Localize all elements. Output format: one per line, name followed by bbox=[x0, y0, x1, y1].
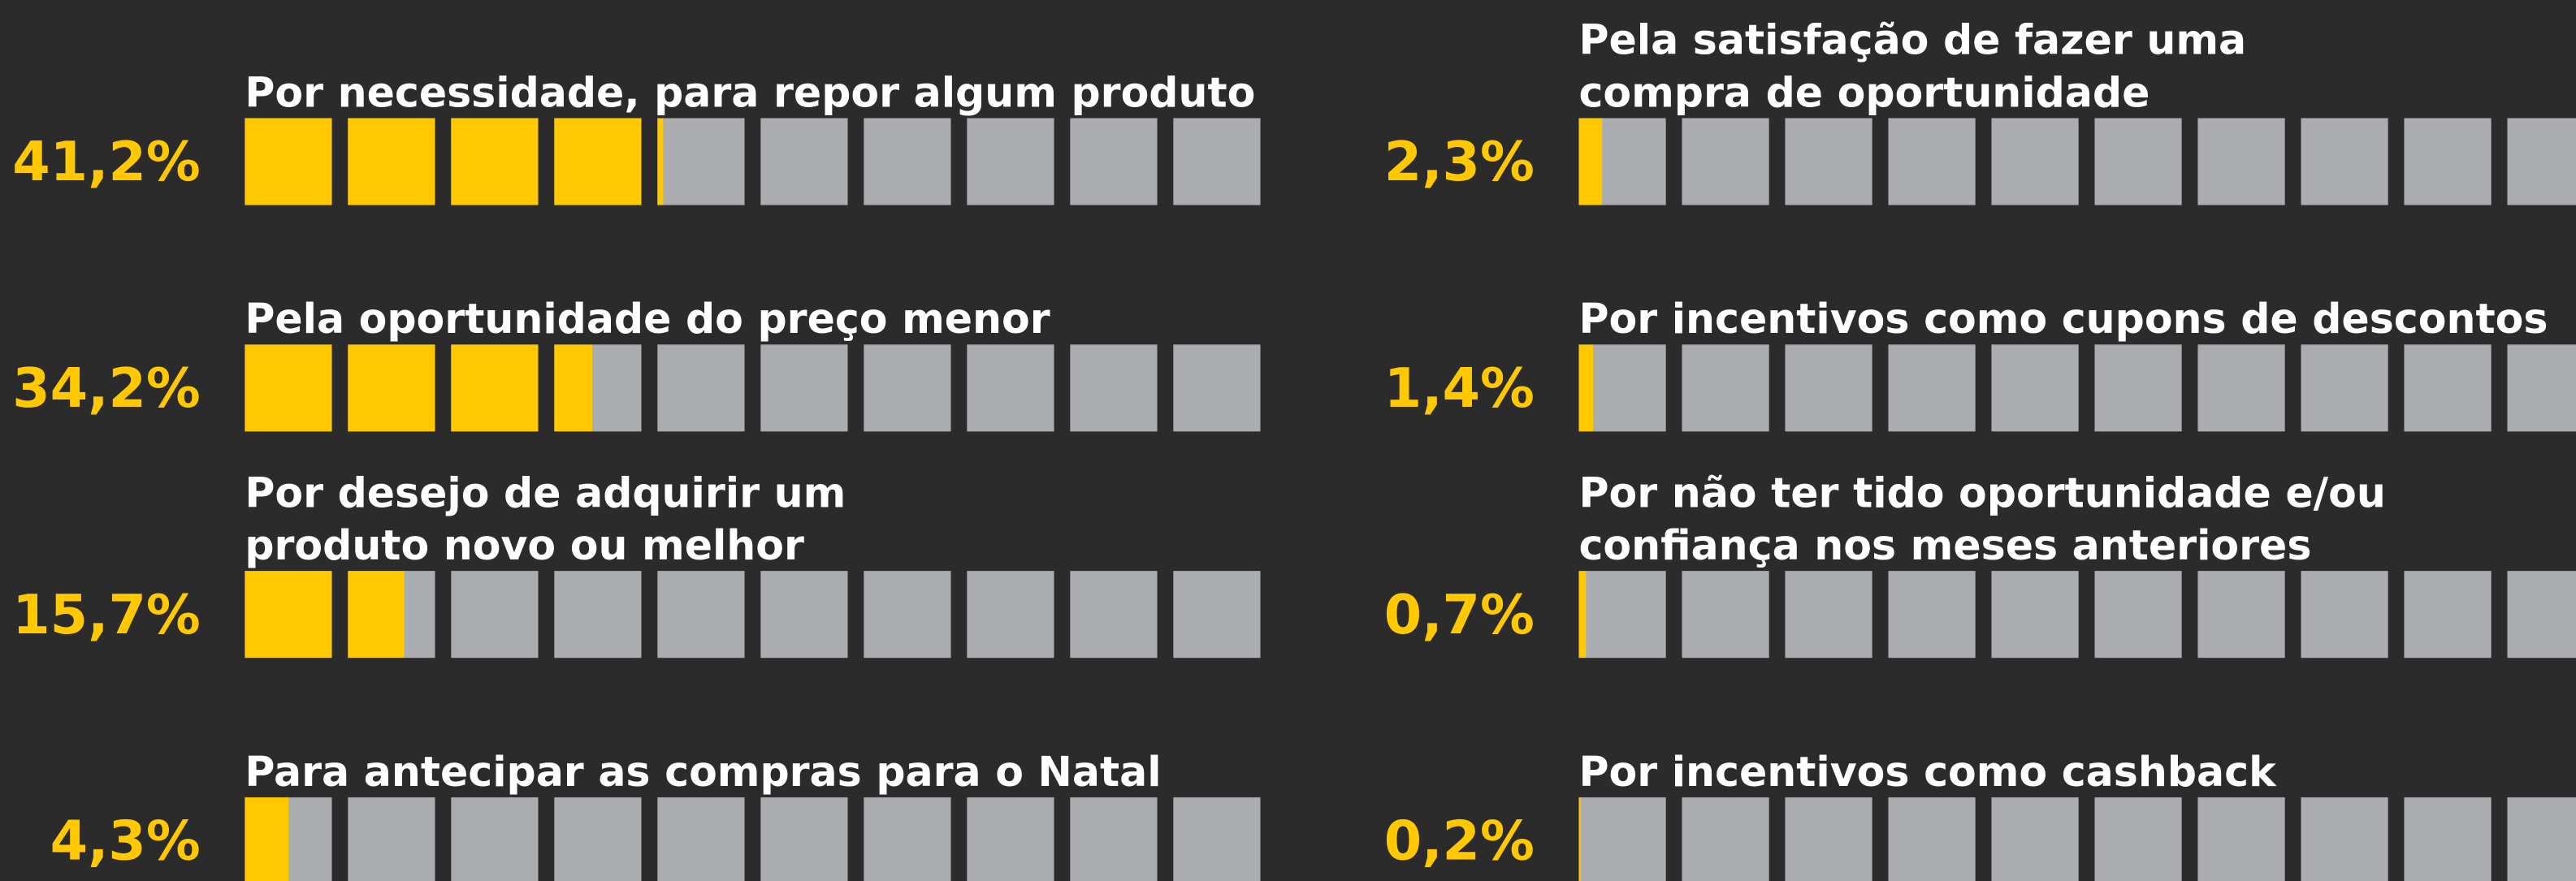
track-block bbox=[2094, 344, 2182, 432]
category-label: Por incentivos como cashback bbox=[1578, 748, 2277, 796]
bar bbox=[1578, 797, 1581, 881]
value-label: 1,4% bbox=[1384, 356, 1535, 420]
bar bbox=[245, 118, 664, 205]
track-block bbox=[2094, 571, 2182, 659]
track-block bbox=[2507, 344, 2576, 432]
track-block bbox=[554, 797, 642, 881]
track-block bbox=[1991, 344, 2079, 432]
track-block bbox=[1173, 571, 1261, 659]
track-block bbox=[1070, 118, 1158, 205]
track-block bbox=[864, 797, 951, 881]
track-block bbox=[2301, 571, 2388, 659]
value-label: 15,7% bbox=[12, 583, 200, 646]
track-block bbox=[2094, 797, 2182, 881]
category-label: Por desejo de adquirir um bbox=[245, 469, 846, 516]
bar bbox=[245, 571, 405, 659]
track-block bbox=[1888, 571, 1976, 659]
track-block bbox=[1578, 797, 1666, 881]
track-block bbox=[760, 571, 848, 659]
track-block bbox=[1991, 118, 2079, 205]
bar bbox=[1578, 344, 1593, 432]
track-block bbox=[1888, 118, 1976, 205]
category-label: Para antecipar as compras para o Natal bbox=[245, 748, 1161, 796]
track-block bbox=[1578, 571, 1666, 659]
category-label: Por necessidade, para repor algum produt… bbox=[245, 68, 1255, 116]
track-block bbox=[1785, 118, 1872, 205]
track-block bbox=[451, 571, 539, 659]
category-label: confiança nos meses anteriores bbox=[1578, 521, 2311, 569]
bar bbox=[1578, 571, 1587, 659]
track-block bbox=[2507, 797, 2576, 881]
category-label: Por não ter tido oportunidade e/ou bbox=[1578, 469, 2385, 516]
track-block bbox=[2301, 118, 2388, 205]
track-block bbox=[1070, 344, 1158, 432]
track-block bbox=[2404, 344, 2492, 432]
track-block bbox=[967, 797, 1054, 881]
track-block bbox=[2404, 571, 2492, 659]
track-block bbox=[451, 797, 539, 881]
track-block bbox=[1888, 797, 1976, 881]
track-block bbox=[1991, 797, 2079, 881]
value-label: 34,2% bbox=[12, 356, 200, 420]
value-label: 4,3% bbox=[50, 810, 201, 873]
track-block bbox=[1785, 797, 1872, 881]
track-block bbox=[2301, 797, 2388, 881]
track-block bbox=[2301, 344, 2388, 432]
track-block bbox=[1785, 571, 1872, 659]
track-block bbox=[657, 344, 745, 432]
track-block bbox=[1682, 118, 1769, 205]
category-label: Pela oportunidade do preço menor bbox=[245, 295, 1050, 343]
bar bbox=[245, 797, 289, 881]
track-block bbox=[1991, 571, 2079, 659]
track-block bbox=[1173, 344, 1261, 432]
track-block bbox=[967, 118, 1054, 205]
track-block bbox=[2197, 797, 2285, 881]
category-label: Pela satisfação de fazer uma bbox=[1578, 16, 2246, 64]
bar bbox=[1578, 118, 1603, 205]
track-block bbox=[967, 344, 1054, 432]
track-block bbox=[864, 571, 951, 659]
track-block bbox=[1070, 571, 1158, 659]
category-label: compra de oportunidade bbox=[1578, 68, 2150, 116]
track-block bbox=[2197, 571, 2285, 659]
track-block bbox=[2197, 344, 2285, 432]
track-block bbox=[2404, 118, 2492, 205]
category-label: Por incentivos como cupons de descontos bbox=[1578, 295, 2548, 343]
track-block bbox=[864, 118, 951, 205]
track-block bbox=[657, 797, 745, 881]
track-block bbox=[2507, 571, 2576, 659]
track-block bbox=[657, 571, 745, 659]
category-label: produto novo ou melhor bbox=[245, 521, 804, 569]
track-block bbox=[1682, 571, 1769, 659]
track-block bbox=[1173, 797, 1261, 881]
track-block bbox=[1682, 797, 1769, 881]
track-block bbox=[967, 571, 1054, 659]
value-label: 0,2% bbox=[1384, 810, 1535, 873]
track-block bbox=[2094, 118, 2182, 205]
track-block bbox=[2507, 118, 2576, 205]
track-block bbox=[554, 571, 642, 659]
track-block bbox=[1173, 118, 1261, 205]
track-block bbox=[1578, 344, 1666, 432]
track-block bbox=[864, 344, 951, 432]
value-label: 41,2% bbox=[12, 130, 200, 193]
track-block bbox=[760, 797, 848, 881]
track-block bbox=[1888, 344, 1976, 432]
value-label: 0,7% bbox=[1384, 583, 1535, 646]
track-block bbox=[1070, 797, 1158, 881]
track-block bbox=[1682, 344, 1769, 432]
track-block bbox=[2197, 118, 2285, 205]
track-block bbox=[657, 118, 745, 205]
track-block bbox=[760, 118, 848, 205]
bar bbox=[245, 344, 592, 432]
track-block bbox=[1785, 344, 1872, 432]
value-label: 2,3% bbox=[1384, 130, 1535, 193]
track-block bbox=[760, 344, 848, 432]
track-block bbox=[348, 797, 435, 881]
track-block bbox=[2404, 797, 2492, 881]
